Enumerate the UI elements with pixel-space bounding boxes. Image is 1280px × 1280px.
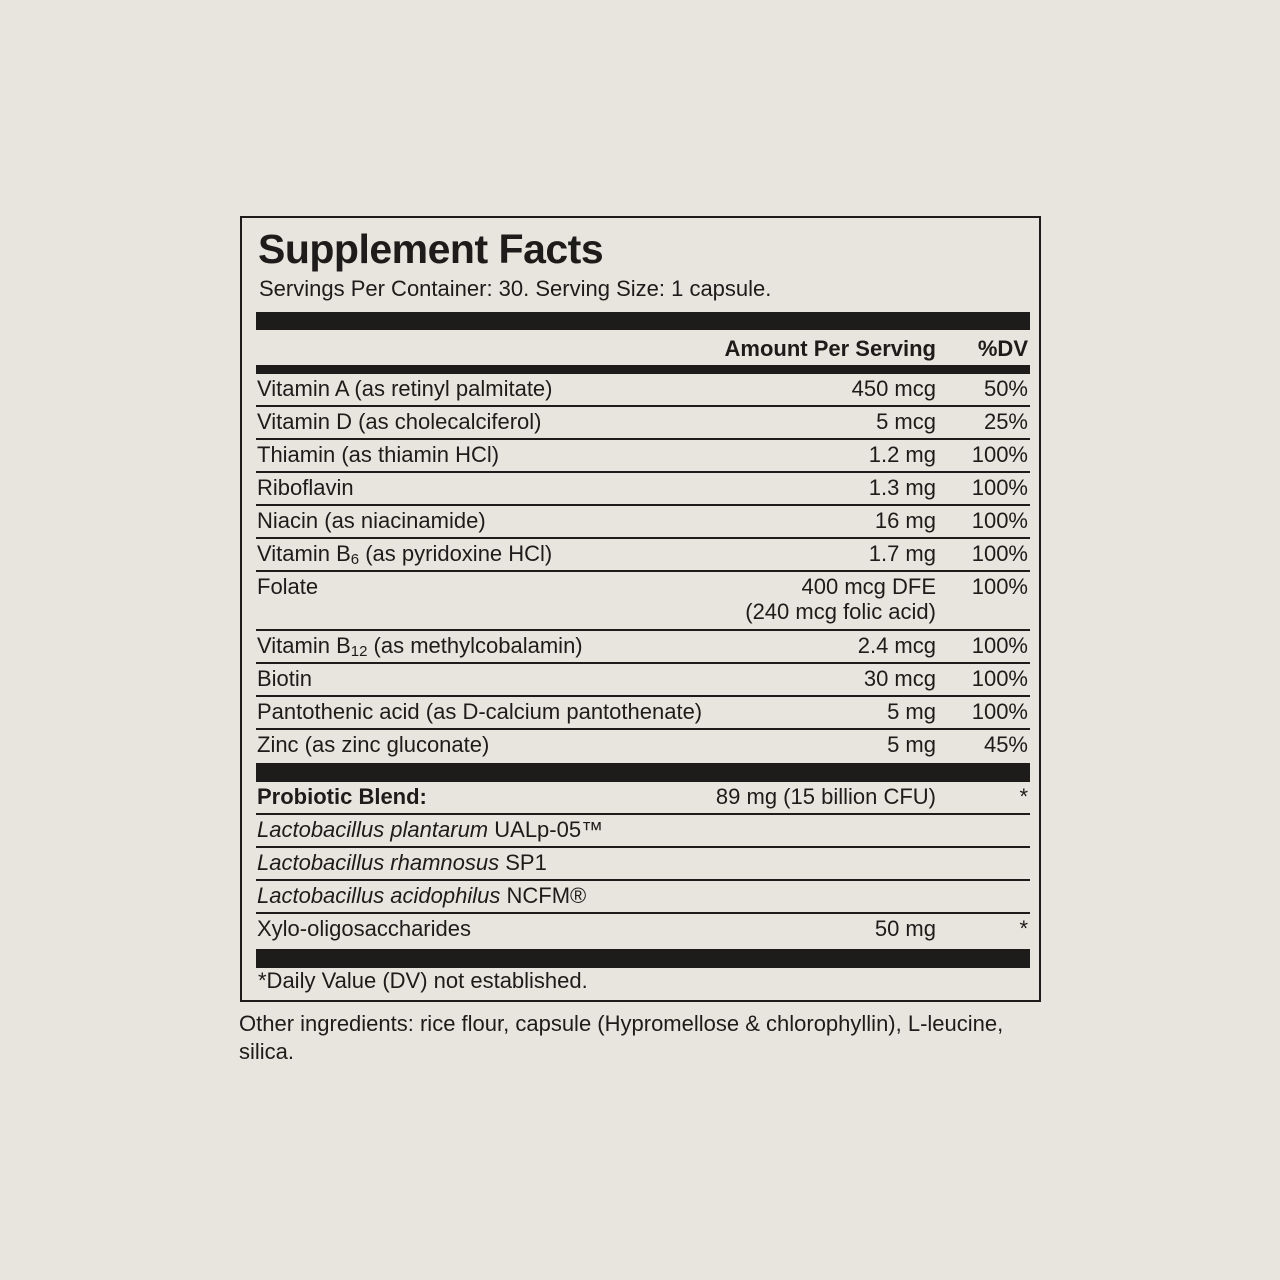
- supplement-facts-panel: Supplement Facts Servings Per Container:…: [240, 216, 1041, 1002]
- nutrient-amount: 5 mcg: [876, 409, 936, 434]
- nutrient-name: Thiamin (as thiamin HCl): [257, 442, 500, 467]
- nutrient-name: Biotin: [257, 666, 313, 691]
- strain-row: Lactobacillus plantarum UALp-05™: [256, 815, 1030, 848]
- nutrient-amount: 16 mg: [874, 508, 936, 533]
- nutrient-amount: 1.2 mg: [868, 442, 936, 467]
- thick-divider: [256, 312, 1030, 330]
- nutrient-amount: 5 mg: [887, 732, 936, 757]
- strain-rows: Lactobacillus plantarum UALp-05™ Lactoba…: [256, 815, 1030, 914]
- nutrient-dv: 100%: [971, 442, 1028, 467]
- strain-row: Lactobacillus rhamnosus SP1: [256, 848, 1030, 881]
- nutrient-name: Pantothenic acid (as D-calcium pantothen…: [257, 699, 703, 724]
- xylo-amount: 50 mg: [874, 916, 936, 941]
- nutrient-amount: 2.4 mcg: [857, 633, 936, 658]
- nutrient-amount: 450 mcg: [851, 376, 936, 401]
- nutrient-amount: 5 mg: [887, 699, 936, 724]
- footnote: *Daily Value (DV) not established.: [258, 968, 588, 993]
- probiotic-amount: 89 mg (15 billion CFU): [715, 784, 936, 809]
- nutrient-amount: 1.7 mg: [868, 541, 936, 566]
- thick-divider: [256, 949, 1030, 968]
- panel-title: Supplement Facts: [258, 226, 604, 272]
- probiotic-name: Probiotic Blend:: [257, 784, 427, 809]
- nutrient-dv: 100%: [971, 574, 1028, 599]
- vitamin-rows: Vitamin A (as retinyl palmitate) 450 mcg…: [256, 374, 1030, 763]
- nutrient-dv: 100%: [971, 699, 1028, 724]
- nutrient-row: Vitamin A (as retinyl palmitate) 450 mcg…: [256, 374, 1030, 407]
- nutrient-dv: 50%: [983, 376, 1028, 401]
- thick-divider: [256, 763, 1030, 782]
- strain-name: Lactobacillus plantarum UALp-05™: [257, 817, 604, 842]
- strain-row: Lactobacillus acidophilus NCFM®: [256, 881, 1030, 914]
- nutrient-dv: 100%: [971, 666, 1028, 691]
- nutrient-row: Niacin (as niacinamide) 16 mg 100%: [256, 506, 1030, 539]
- nutrient-amount: 1.3 mg: [868, 475, 936, 500]
- nutrient-name: Vitamin D (as cholecalciferol): [257, 409, 542, 434]
- thick-divider: [256, 365, 1030, 374]
- nutrient-name: Niacin (as niacinamide): [257, 508, 486, 533]
- nutrient-row: Vitamin B12 (as methylcobalamin) 2.4 mcg…: [256, 631, 1030, 664]
- xylo-row: Xylo-oligosaccharides 50 mg *: [256, 914, 1030, 949]
- nutrient-dv: 100%: [971, 633, 1028, 658]
- header-dv: %DV: [977, 336, 1028, 361]
- nutrient-name: Zinc (as zinc gluconate): [257, 732, 490, 757]
- facts-table: Amount Per Serving %DV Vitamin A (as ret…: [256, 312, 1030, 968]
- nutrient-dv: 45%: [983, 732, 1028, 757]
- nutrient-amount: 400 mcg DFE (240 mcg folic acid): [745, 574, 936, 624]
- nutrient-name: Vitamin B6 (as pyridoxine HCl): [257, 541, 553, 568]
- nutrient-name: Vitamin B12 (as methylcobalamin): [257, 633, 583, 660]
- servings-info: Servings Per Container: 30. Serving Size…: [259, 276, 772, 301]
- nutrient-row: Vitamin D (as cholecalciferol) 5 mcg 25%: [256, 407, 1030, 440]
- nutrient-dv: 25%: [983, 409, 1028, 434]
- probiotic-row: Probiotic Blend: 89 mg (15 billion CFU) …: [256, 782, 1030, 815]
- other-ingredients: Other ingredients: rice flour, capsule (…: [239, 1011, 1004, 1064]
- strain-name: Lactobacillus acidophilus NCFM®: [257, 883, 587, 908]
- table-header: Amount Per Serving %DV: [256, 330, 1030, 365]
- nutrient-row: Riboflavin 1.3 mg 100%: [256, 473, 1030, 506]
- nutrient-dv: 100%: [971, 475, 1028, 500]
- nutrient-dv: 100%: [971, 508, 1028, 533]
- nutrient-row: Biotin 30 mcg 100%: [256, 664, 1030, 697]
- nutrient-row: Folate 400 mcg DFE (240 mcg folic acid) 1…: [256, 572, 1030, 631]
- nutrient-amount: 30 mcg: [863, 666, 936, 691]
- nutrient-row: Thiamin (as thiamin HCl) 1.2 mg 100%: [256, 440, 1030, 473]
- nutrient-name: Riboflavin: [257, 475, 354, 500]
- nutrient-row: Vitamin B6 (as pyridoxine HCl) 1.7 mg 10…: [256, 539, 1030, 572]
- nutrient-row: Pantothenic acid (as D-calcium pantothen…: [256, 697, 1030, 730]
- header-amount: Amount Per Serving: [724, 336, 936, 361]
- xylo-name: Xylo-oligosaccharides: [257, 916, 471, 941]
- strain-name: Lactobacillus rhamnosus SP1: [257, 850, 547, 875]
- nutrient-row: Zinc (as zinc gluconate) 5 mg 45%: [256, 730, 1030, 763]
- nutrient-dv: 100%: [971, 541, 1028, 566]
- probiotic-dv: *: [1019, 784, 1028, 809]
- nutrient-name: Folate: [257, 574, 319, 599]
- nutrient-name: Vitamin A (as retinyl palmitate): [257, 376, 553, 401]
- xylo-dv: *: [1019, 916, 1028, 941]
